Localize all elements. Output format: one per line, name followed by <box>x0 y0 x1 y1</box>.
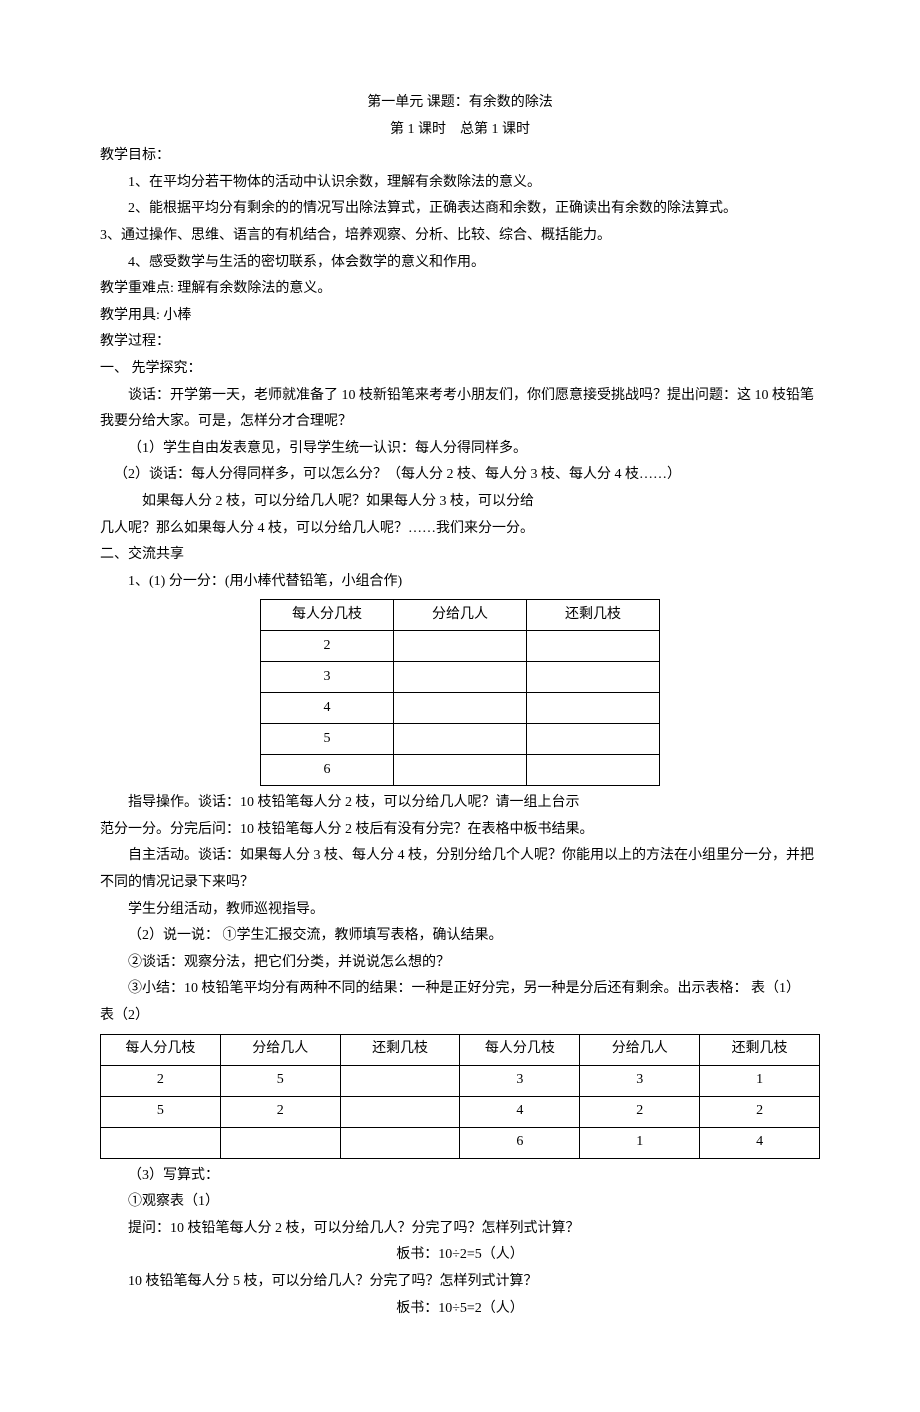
table-cell <box>394 724 527 755</box>
table-cell <box>340 1127 460 1158</box>
table-header: 还剩几枝 <box>527 600 660 631</box>
unit-title: 第一单元 课题：有余数的除法 <box>100 90 820 117</box>
table-cell: 2 <box>101 1065 221 1096</box>
para-1d: 如果每人分 2 枝，可以分给几人呢？如果每人分 3 枝，可以分给 <box>100 489 820 516</box>
table-cell <box>340 1065 460 1096</box>
table-row: 5 2 4 2 2 <box>101 1096 820 1127</box>
table-cell: 4 <box>261 693 394 724</box>
table-cell: 3 <box>460 1065 580 1096</box>
table-header: 分给几人 <box>394 600 527 631</box>
table-cell <box>101 1127 221 1158</box>
goal-1: 1、在平均分若干物体的活动中认识余数，理解有余数除法的意义。 <box>100 170 820 197</box>
table-row: 4 <box>261 693 660 724</box>
table-cell <box>394 755 527 786</box>
table-cell: 5 <box>101 1096 221 1127</box>
section-1-heading: 一、 先学探究： <box>100 356 820 383</box>
para-1b: （1）学生自由发表意见，引导学生统一认识：每人分得同样多。 <box>100 436 820 463</box>
table-cell <box>340 1096 460 1127</box>
section-difficulty: 教学重难点: 理解有余数除法的意义。 <box>100 276 820 303</box>
table-cell <box>527 724 660 755</box>
table-header: 还剩几枝 <box>340 1034 460 1065</box>
para-2e: 学生分组活动，教师巡视指导。 <box>100 897 820 924</box>
table-cell: 5 <box>261 724 394 755</box>
table-header: 分给几人 <box>580 1034 700 1065</box>
para-2d: 自主活动。谈话：如果每人分 3 枝、每人分 4 枝，分别分给几个人呢？你能用以上… <box>100 843 820 896</box>
table-cell <box>220 1127 340 1158</box>
table-cell: 1 <box>580 1127 700 1158</box>
goal-4: 4、感受数学与生活的密切联系，体会数学的意义和作用。 <box>100 250 820 277</box>
table-cell: 3 <box>580 1065 700 1096</box>
table-header: 每人分几枝 <box>101 1034 221 1065</box>
para-2c: 范分一分。分完后问：10 枝铅笔每人分 2 枝后有没有分完？在表格中板书结果。 <box>100 817 820 844</box>
table-cell: 4 <box>460 1096 580 1127</box>
para-1a: 谈话：开学第一天，老师就准备了 10 枝新铅笔来考考小朋友们，你们愿意接受挑战吗… <box>100 383 820 436</box>
para-1e: 几人呢？那么如果每人分 4 枝，可以分给几人呢？……我们来分一分。 <box>100 516 820 543</box>
para-2h: ③小结：10 枝铅笔平均分有两种不同的结果：一种是正好分完，另一种是分后还有剩余… <box>100 976 820 1029</box>
section-goal-heading: 教学目标： <box>100 143 820 170</box>
table-row: 每人分几枝 分给几人 还剩几枝 每人分几枝 分给几人 还剩几枝 <box>101 1034 820 1065</box>
goal-2: 2、能根据平均分有剩余的的情况写出除法算式，正确表达商和余数，正确读出有余数的除… <box>100 196 820 223</box>
section-2-heading: 二、交流共享 <box>100 542 820 569</box>
para-3e: 10 枝铅笔每人分 5 枝，可以分给几人？分完了吗？怎样列式计算？ <box>100 1269 820 1296</box>
table-cell: 2 <box>700 1096 820 1127</box>
table-header: 每人分几枝 <box>261 600 394 631</box>
table-header: 分给几人 <box>220 1034 340 1065</box>
lesson-title: 第 1 课时 总第 1 课时 <box>100 117 820 144</box>
table-header: 每人分几枝 <box>460 1034 580 1065</box>
para-3f: 板书：10÷5=2（人） <box>100 1296 820 1323</box>
goal-3: 3、通过操作、思维、语言的有机结合，培养观察、分析、比较、综合、概括能力。 <box>100 223 820 250</box>
para-3b: ①观察表（1） <box>100 1189 820 1216</box>
table-cell: 6 <box>460 1127 580 1158</box>
para-2f: （2）说一说： ①学生汇报交流，教师填写表格，确认结果。 <box>100 923 820 950</box>
table-cell: 2 <box>580 1096 700 1127</box>
para-2b: 指导操作。谈话：10 枝铅笔每人分 2 枝，可以分给几人呢？请一组上台示 <box>100 790 820 817</box>
table-cell <box>394 631 527 662</box>
section-tool: 教学用具: 小棒 <box>100 303 820 330</box>
table-cell <box>527 693 660 724</box>
table-cell <box>394 662 527 693</box>
table-header: 还剩几枝 <box>700 1034 820 1065</box>
para-3d: 板书：10÷2=5（人） <box>100 1242 820 1269</box>
para-2g: ②谈话：观察分法，把它们分类，并说说怎么想的？ <box>100 950 820 977</box>
table-row: 6 1 4 <box>101 1127 820 1158</box>
table-row: 5 <box>261 724 660 755</box>
section-process: 教学过程： <box>100 329 820 356</box>
table-cell <box>394 693 527 724</box>
table-cell: 3 <box>261 662 394 693</box>
table-2: 每人分几枝 分给几人 还剩几枝 每人分几枝 分给几人 还剩几枝 2 5 3 3 … <box>100 1034 820 1159</box>
table-row: 3 <box>261 662 660 693</box>
table-cell <box>527 631 660 662</box>
table-row: 每人分几枝 分给几人 还剩几枝 <box>261 600 660 631</box>
table-cell: 1 <box>700 1065 820 1096</box>
para-3a: （3）写算式： <box>100 1163 820 1190</box>
table-1: 每人分几枝 分给几人 还剩几枝 2 3 4 5 6 <box>260 599 660 786</box>
table-cell: 6 <box>261 755 394 786</box>
para-2a: 1、(1) 分一分：(用小棒代替铅笔，小组合作) <box>100 569 820 596</box>
table-cell: 5 <box>220 1065 340 1096</box>
table-row: 2 <box>261 631 660 662</box>
para-1c: （2）谈话：每人分得同样多，可以怎么分？（每人分 2 枝、每人分 3 枝、每人分… <box>100 462 820 489</box>
table-cell: 2 <box>261 631 394 662</box>
table-cell: 4 <box>700 1127 820 1158</box>
table-row: 6 <box>261 755 660 786</box>
table-row: 2 5 3 3 1 <box>101 1065 820 1096</box>
para-3c: 提问：10 枝铅笔每人分 2 枝，可以分给几人？分完了吗？怎样列式计算？ <box>100 1216 820 1243</box>
table-cell <box>527 662 660 693</box>
table-cell: 2 <box>220 1096 340 1127</box>
table-cell <box>527 755 660 786</box>
